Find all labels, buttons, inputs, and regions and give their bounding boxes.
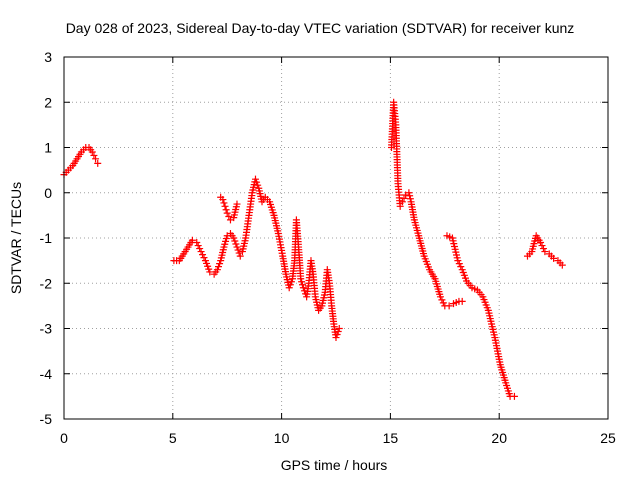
data-point [297, 275, 305, 283]
data-point [221, 202, 229, 210]
x-tick-label: 15 [383, 430, 399, 446]
y-tick-label: 0 [44, 185, 52, 201]
data-point [285, 284, 293, 292]
y-tick-label: 2 [44, 94, 52, 110]
y-tick-label: -2 [40, 275, 53, 291]
chart-title: Day 028 of 2023, Sidereal Day-to-day VTE… [66, 20, 575, 36]
data-point [213, 266, 221, 274]
data-point [455, 260, 463, 268]
data-point [396, 202, 404, 210]
data-point [558, 261, 566, 269]
data-point [233, 200, 241, 208]
x-tick-label: 25 [600, 430, 616, 446]
data-point [539, 245, 547, 253]
y-tick-label: -5 [40, 411, 53, 427]
data-point [438, 296, 446, 304]
x-axis-label: GPS time / hours [281, 457, 388, 473]
y-tick-label: -1 [40, 230, 53, 246]
axis-ticks: 0 5 10 15 20 25 -5 -4 -3 -2 -1 0 1 2 3 [40, 49, 616, 446]
data-point [219, 196, 227, 204]
data-point [188, 236, 196, 244]
data-point [333, 331, 341, 339]
data-point [398, 198, 406, 206]
data-point [436, 293, 444, 301]
data-point [541, 248, 549, 256]
data-point [92, 155, 100, 163]
data-point [235, 249, 243, 257]
data-point [400, 194, 408, 202]
data-point [230, 234, 238, 242]
data-point [334, 328, 342, 336]
data-point [194, 242, 202, 250]
data-point [206, 268, 214, 276]
data-point [251, 175, 259, 183]
data-point [197, 248, 205, 256]
data-point [199, 251, 207, 259]
data-point [335, 325, 343, 332]
grid [64, 57, 608, 419]
data-point [457, 263, 465, 271]
data-point [94, 159, 102, 167]
data-point [90, 151, 98, 159]
data-point [510, 392, 518, 400]
data-point [196, 245, 204, 253]
x-tick-label: 5 [169, 430, 177, 446]
data-point [537, 239, 545, 247]
data-point [406, 192, 414, 200]
x-tick-label: 20 [491, 430, 507, 446]
y-tick-label: 1 [44, 140, 52, 156]
data-point [298, 281, 306, 289]
data-point [439, 299, 447, 307]
data-point [406, 195, 414, 203]
y-axis-label: SDTVAR / TECUs [8, 182, 24, 294]
data-point [225, 213, 233, 221]
data-point [287, 278, 295, 286]
data-point [216, 260, 224, 268]
data-point [454, 257, 462, 265]
y-tick-label: 3 [44, 49, 52, 65]
x-tick-label: 0 [60, 430, 68, 446]
data-point [234, 246, 242, 254]
data-point [232, 240, 240, 248]
data-point [299, 284, 307, 292]
data-point [405, 189, 413, 197]
data-point [233, 243, 241, 251]
data-point [550, 254, 558, 262]
plot-frame [63, 56, 609, 420]
data-point [458, 297, 466, 305]
data-point [254, 181, 262, 189]
data-point [538, 242, 546, 250]
data-point [223, 209, 231, 217]
data-point [253, 178, 261, 186]
data-point [88, 148, 96, 156]
data-point [298, 278, 306, 286]
data-point [286, 281, 294, 289]
y-tick-label: -3 [40, 321, 53, 337]
data-point [214, 263, 222, 271]
data-point [236, 252, 244, 260]
data-point [445, 302, 453, 310]
data-point [200, 254, 208, 262]
x-tick-label: 10 [274, 430, 290, 446]
data-point [220, 199, 228, 207]
data-point [231, 237, 239, 245]
data-layer [60, 98, 566, 400]
data-point [222, 206, 230, 214]
data-point [193, 239, 201, 247]
data-point [332, 334, 340, 342]
y-tick-label: -4 [40, 366, 53, 382]
